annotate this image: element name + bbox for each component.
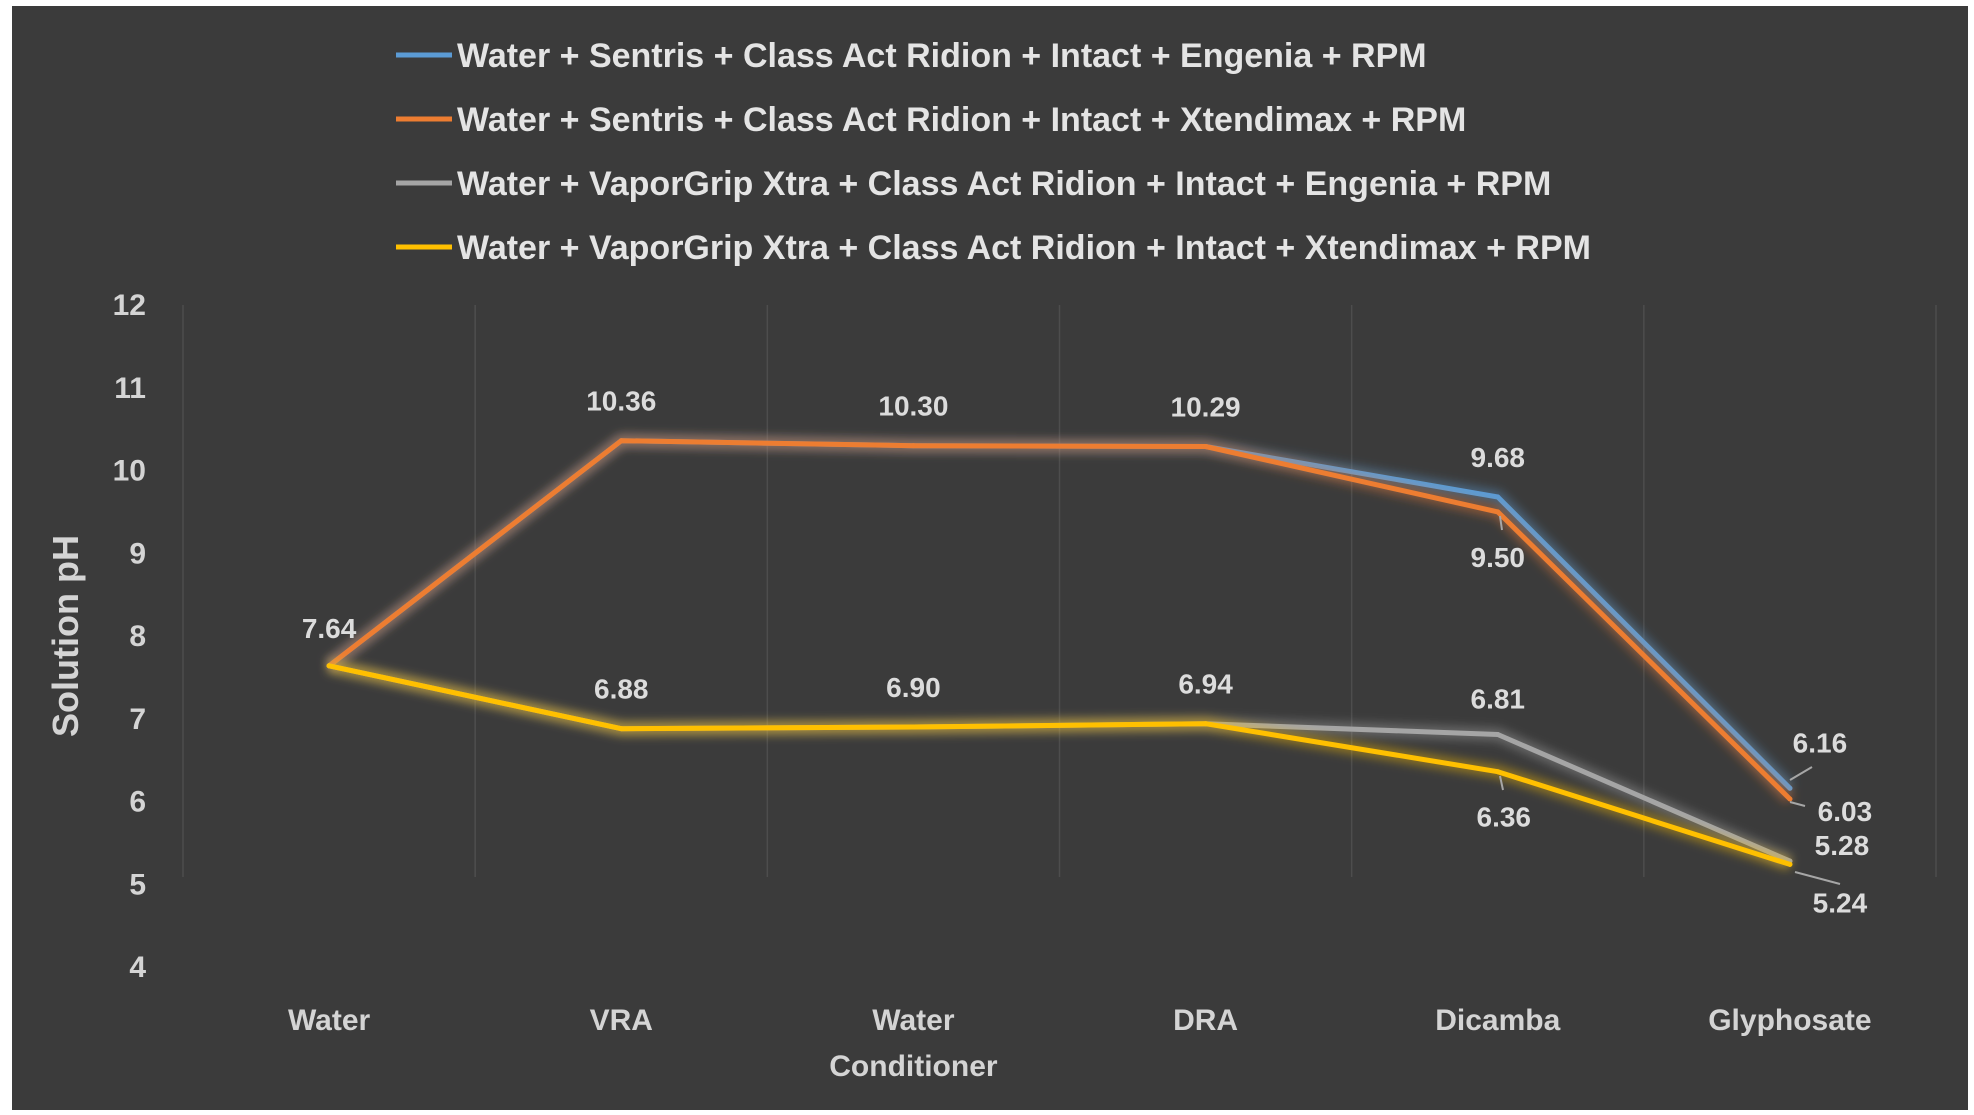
leader-line [1789,766,1813,781]
series-line-4 [326,663,1793,867]
series-layer [325,434,1795,871]
grid-layer [182,305,1937,877]
data-point [1787,861,1793,867]
leader-line [1789,801,1806,807]
data-label: 6.90 [886,672,941,703]
x-tick-label: Water Conditioner [829,1004,998,1083]
y-tick-label: 7 [129,703,146,736]
x-tick-label: Dicamba [1435,1004,1560,1037]
leader-line [1794,871,1841,885]
data-point [1495,731,1501,737]
legend-entry: Water + VaporGrip Xtra + Class Act Ridio… [457,165,1551,203]
series-line-2 [326,438,1793,802]
x-tick-label: DRA [1173,1004,1238,1037]
data-point [1203,721,1209,727]
leader-line [1499,775,1504,791]
data-label: 10.30 [878,391,948,422]
x-tick-label: Water [288,1004,371,1037]
x-tick-label: VRA [590,1004,653,1037]
y-tick-label: 4 [129,951,146,984]
data-point [1495,509,1501,515]
data-label: 6.94 [1178,669,1233,700]
data-point [910,443,916,449]
x-tick-label-line: Dicamba [1435,1004,1560,1037]
y-tick-label: 5 [129,868,146,901]
y-tick-label: 12 [113,289,146,322]
data-point [1203,444,1209,450]
data-point [1495,494,1501,500]
data-label: 10.29 [1171,392,1241,423]
legend: Water + Sentris + Class Act Ridion + Int… [396,37,1591,267]
data-point [1787,796,1793,802]
y-tick-label: 8 [129,620,146,653]
data-point [618,438,624,444]
x-tick-label-line: Conditioner [829,1050,998,1083]
data-label-layer: 9.68 6.16 7.64 10.36 10.30 10.29 9.50 6.03 6.81 5… [302,386,1872,919]
y-tick-label: 11 [114,372,146,405]
data-label: 6.16 [1793,727,1848,758]
x-tick-label: Glyphosate [1708,1004,1871,1037]
x-tick-label-line: VRA [590,1004,653,1037]
data-label: 5.28 [1815,830,1870,861]
data-label: 6.81 [1471,683,1526,714]
x-tick-label-line: Water [288,1004,371,1037]
data-point [618,726,624,732]
leader-line [1499,515,1503,531]
chart-background [12,6,1968,1110]
data-label: 9.68 [1471,442,1526,473]
legend-entry: Water + Sentris + Class Act Ridion + Int… [457,101,1466,139]
data-point [1495,769,1501,775]
y-tick-label: 10 [113,455,146,488]
data-label: 5.24 [1813,887,1868,918]
axis-layer: 4 5 6 7 8 9 10 11 12 Solution pH Water VRA Water Cond… [45,289,1872,1083]
y-tick-label: 9 [129,537,146,570]
data-label: 10.36 [586,386,656,417]
x-tick-label-line: Glyphosate [1708,1004,1871,1037]
y-axis-title: Solution pH [45,535,86,737]
data-point [326,663,332,669]
legend-entry: Water + VaporGrip Xtra + Class Act Ridio… [457,229,1591,267]
x-tick-label-line: DRA [1173,1004,1238,1037]
data-label: 6.03 [1818,796,1873,827]
data-label: 9.50 [1471,542,1526,573]
x-tick-label-line: Water [872,1004,955,1037]
legend-entry: Water + Sentris + Class Act Ridion + Int… [457,37,1427,75]
data-label: 6.36 [1477,802,1532,833]
data-label: 7.64 [302,613,357,644]
y-tick-label: 6 [129,786,146,819]
data-label: 6.88 [594,674,649,705]
data-point [910,724,916,730]
